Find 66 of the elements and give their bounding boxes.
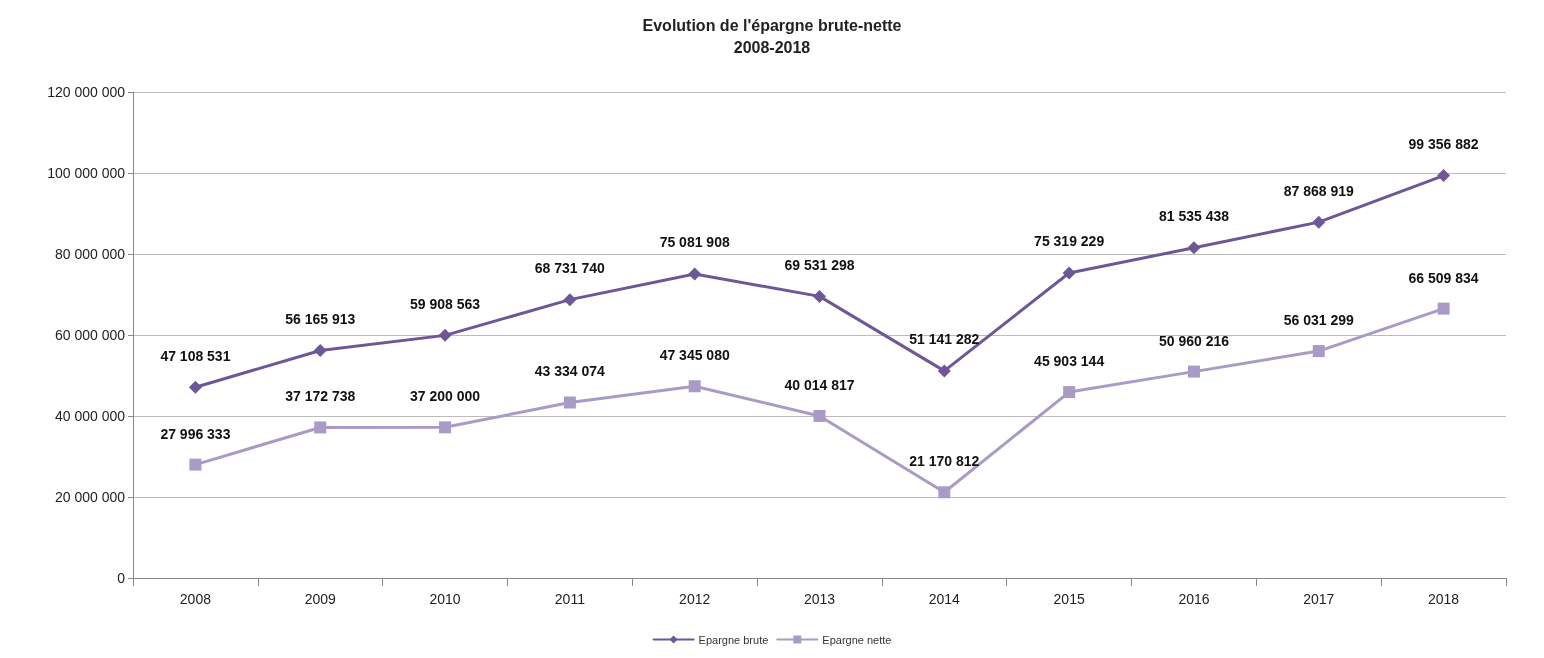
point [688, 380, 701, 393]
chart-title: Evolution de l'épargne brute-nette [642, 16, 902, 34]
point [563, 293, 577, 307]
legend-label: Epargne nette [822, 633, 892, 646]
x-tick-label: 2013 [803, 591, 836, 607]
data-label: 59 908 563 [410, 295, 481, 312]
data-label: 21 170 812 [909, 453, 980, 470]
point [439, 421, 452, 434]
point [1062, 266, 1076, 280]
data-label: 40 014 817 [784, 376, 855, 393]
point [563, 396, 576, 409]
data-label: 75 319 229 [1034, 233, 1105, 250]
x-tick-label: 2010 [429, 591, 461, 607]
data-label: 27 996 333 [160, 425, 231, 442]
point [189, 458, 202, 471]
x-tick-label: 2009 [304, 591, 337, 607]
point [188, 380, 202, 394]
point [1063, 386, 1076, 399]
point [1312, 215, 1326, 229]
data-label: 99 356 882 [1408, 136, 1479, 153]
y-tick-label: 120 000 000 [47, 84, 126, 100]
data-label: 47 345 080 [659, 347, 730, 364]
point [813, 289, 826, 303]
data-label: 45 903 144 [1034, 353, 1105, 370]
point [813, 409, 826, 422]
data-label: 37 172 738 [285, 388, 356, 405]
data-label: 56 165 913 [285, 311, 356, 328]
x-tick-label: 2011 [554, 591, 586, 607]
point [937, 364, 951, 378]
data-label: 81 535 438 [1158, 208, 1230, 225]
x-tick-label: 2015 [1053, 591, 1085, 607]
point [688, 267, 702, 281]
x-tick-label: 2008 [179, 591, 212, 607]
chart-subtitle: 2008-2018 [733, 38, 811, 56]
y-tick-label: 20 000 000 [54, 489, 126, 505]
data-label: 50 960 216 [1158, 332, 1230, 349]
point [938, 486, 951, 499]
x-tick-label: 2017 [1303, 591, 1335, 607]
legend-label: Epargne brute [698, 633, 769, 646]
point [1312, 345, 1325, 358]
point [1187, 241, 1201, 255]
point [1187, 365, 1200, 378]
data-label: 75 081 908 [659, 234, 730, 251]
data-label: 47 108 531 [160, 347, 231, 364]
point [314, 421, 327, 434]
point [1437, 169, 1451, 183]
y-tick-label: 40 000 000 [54, 408, 126, 424]
y-tick-label: 100 000 000 [47, 165, 126, 181]
x-tick-label: 2018 [1428, 591, 1460, 607]
data-label: 51 141 282 [909, 331, 980, 348]
y-tick-label: 80 000 000 [54, 246, 126, 262]
data-label: 43 334 074 [534, 363, 606, 380]
data-label: 56 031 299 [1283, 312, 1355, 329]
point [438, 328, 452, 342]
data-label: 87 868 919 [1283, 182, 1355, 199]
data-label: 37 200 000 [410, 388, 481, 405]
y-tick-label: 60 000 000 [54, 327, 126, 343]
point [1437, 302, 1450, 315]
x-tick-label: 2014 [928, 591, 961, 607]
data-label: 69 531 298 [784, 256, 855, 273]
data-label: 66 509 834 [1408, 269, 1479, 286]
data-label: 68 731 740 [534, 260, 606, 277]
point [313, 344, 327, 358]
y-tick-label: 0 [117, 570, 126, 586]
x-tick-label: 2012 [679, 591, 711, 607]
x-tick-label: 2016 [1178, 591, 1210, 607]
